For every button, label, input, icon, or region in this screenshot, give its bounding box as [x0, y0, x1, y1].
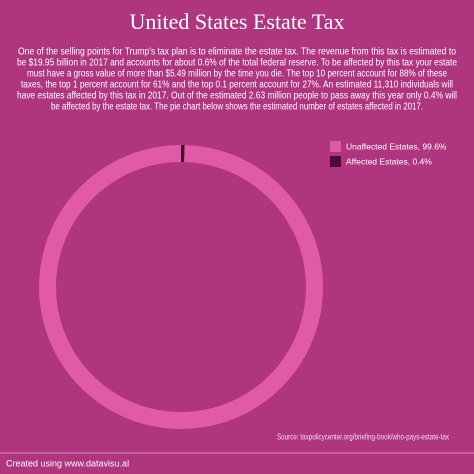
legend-label: Affected Estates, 0.4% [346, 156, 432, 166]
description-line: taxes, the top 1 percent account for 61%… [21, 80, 453, 91]
legend-swatch [330, 141, 341, 152]
chart-title: United States Estate Tax [130, 9, 345, 34]
description-line: be $19.95 billion in 2017 and accounts f… [17, 58, 457, 69]
description-line: must have a gross value of more than $5.… [27, 69, 447, 80]
legend-swatch [330, 156, 341, 167]
legend-label: Unaffected Estates, 99.6% [346, 141, 447, 151]
footer: Created using www.datavisu.al [6, 458, 129, 468]
source: Source: taxpolicycenter.org/briefing-boo… [277, 431, 450, 441]
description-line: be affected by the estate tax. The pie c… [51, 102, 423, 113]
donut-slice [181, 145, 185, 163]
description-line: have estates affected by this tax in 201… [17, 91, 457, 102]
description-line: One of the selling points for Trump's ta… [18, 47, 456, 58]
